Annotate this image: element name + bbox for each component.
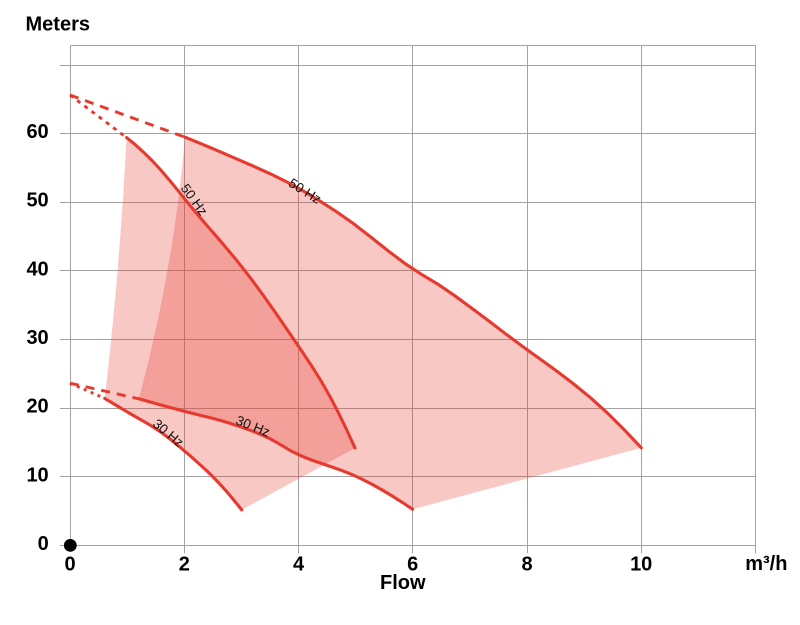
svg-text:10: 10 <box>630 554 652 576</box>
svg-text:m³/h: m³/h <box>745 553 787 575</box>
svg-text:Meters: Meters <box>26 14 90 36</box>
svg-text:40: 40 <box>26 258 48 280</box>
svg-text:20: 20 <box>26 396 48 418</box>
svg-text:8: 8 <box>521 554 532 576</box>
svg-text:6: 6 <box>407 554 418 576</box>
svg-text:50: 50 <box>26 190 48 212</box>
svg-text:2: 2 <box>179 554 190 576</box>
svg-text:10: 10 <box>26 464 48 486</box>
svg-text:60: 60 <box>26 121 48 143</box>
svg-text:30: 30 <box>26 327 48 349</box>
svg-text:4: 4 <box>293 554 305 576</box>
svg-text:0: 0 <box>64 554 75 576</box>
svg-text:0: 0 <box>38 533 49 555</box>
svg-text:Flow: Flow <box>380 572 426 594</box>
